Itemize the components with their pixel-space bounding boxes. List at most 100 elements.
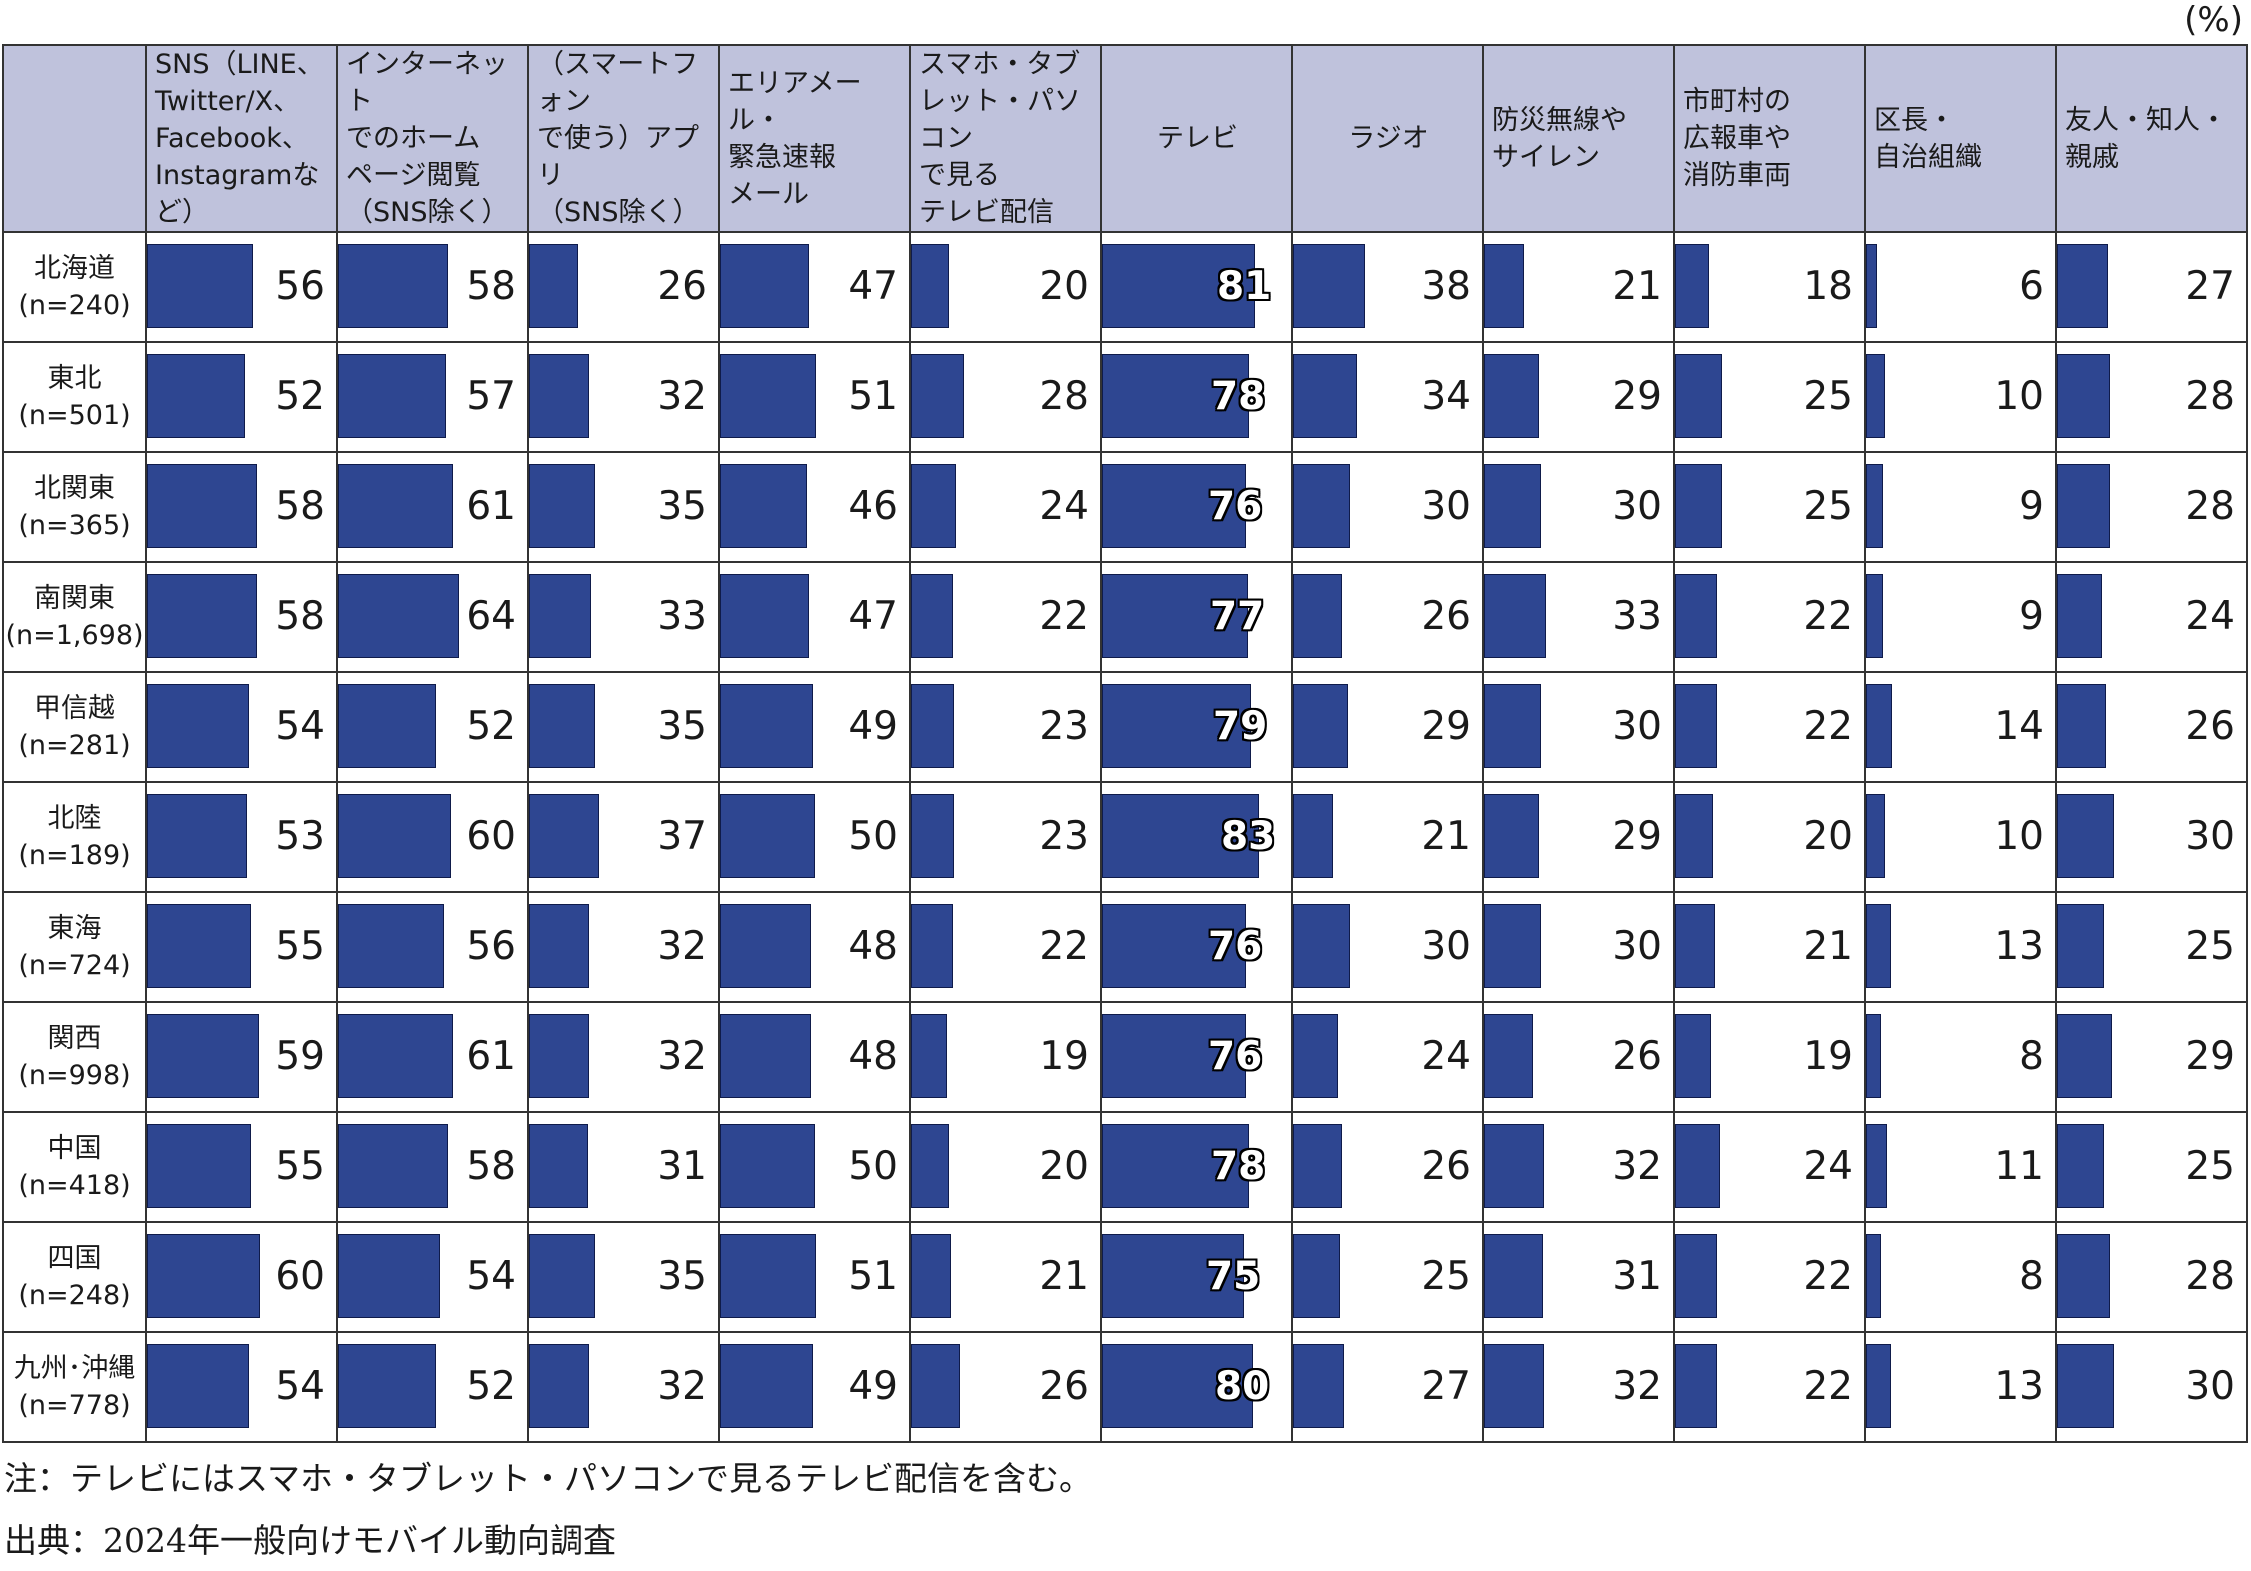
region-label: 甲信越 (n=281) [2,671,147,783]
value-label: 32 [1612,1364,1662,1409]
value-label: 58 [466,1144,516,1189]
value-cell: 48 [718,891,911,1003]
value-cell: 20 [1673,781,1866,893]
value-cell: 22 [1673,671,1866,783]
value-label: 27 [1421,1364,1471,1409]
value-label: 76 [1208,1034,1263,1079]
value-bar [1484,794,1539,878]
value-bar [147,1124,251,1208]
value-cell: 25 [1673,451,1866,563]
value-cell: 30 [1482,891,1675,1003]
value-cell: 22 [1673,1331,1866,1443]
value-label: 24 [1803,1144,1853,1189]
value-cell: 59 [145,1001,338,1113]
value-bar [529,1344,589,1428]
column-header-label: インターネット でのホーム ページ閲覧 （SNS除く） [346,49,509,228]
value-bar [529,464,595,548]
value-cell: 26 [1291,561,1484,673]
value-label: 77 [1210,594,1265,639]
value-label: 57 [466,374,516,419]
value-bar [1293,684,1348,768]
value-bar [911,244,949,328]
value-label: 26 [1421,594,1471,639]
value-bar [529,354,589,438]
value-cell: 28 [2055,451,2248,563]
corner-cell [2,44,147,233]
value-bar [2057,244,2108,328]
value-bar [529,684,595,768]
value-cell: 32 [527,1331,720,1443]
value-label: 48 [848,924,898,969]
value-cell: 52 [145,341,338,453]
value-cell: 19 [1673,1001,1866,1113]
value-bar [1102,464,1246,548]
value-bar [529,904,589,988]
value-bar [1102,354,1249,438]
value-bar [529,794,599,878]
value-bar [720,1344,813,1428]
value-bar [1484,1344,1544,1428]
value-cell: 29 [2055,1001,2248,1113]
value-cell: 61 [336,1001,529,1113]
value-cell: 50 [718,781,911,893]
value-label: 19 [1039,1034,1089,1079]
value-label: 25 [2185,1144,2235,1189]
value-bar [1675,574,1717,658]
table-row: 北海道 (n=240) 56 58 26 47 20 81 38 21 18 6 27 [2,231,2248,343]
value-cell: 80 [1100,1331,1293,1443]
value-bar [1866,1014,1881,1098]
value-label: 25 [1803,484,1853,529]
value-bar [1484,354,1539,438]
bar-table: SNS（LINE、 Twitter/X、 Facebook、 Instagram… [2,44,2248,1443]
value-label: 56 [275,264,325,309]
column-header-label: テレビ [1157,123,1238,154]
value-cell: 57 [336,341,529,453]
value-label: 58 [275,484,325,529]
value-cell: 51 [718,1221,911,1333]
value-bar [2057,574,2102,658]
value-bar [1102,794,1259,878]
value-label: 30 [1421,924,1471,969]
value-label: 50 [848,814,898,859]
value-cell: 8 [1864,1001,2057,1113]
value-cell: 60 [145,1221,338,1333]
region-label: 東海 (n=724) [2,891,147,1003]
value-label: 61 [466,484,516,529]
column-header-label: 市町村の 広報車や 消防車両 [1683,86,1791,191]
value-cell: 20 [909,1111,1102,1223]
table-row: 関西 (n=998) 59 61 32 48 19 76 24 26 19 8 29 [2,1001,2248,1113]
value-bar [1866,1344,1891,1428]
value-label: 22 [1039,594,1089,639]
value-bar [911,1344,960,1428]
value-cell: 30 [1291,891,1484,1003]
value-label: 31 [657,1144,707,1189]
value-cell: 21 [909,1221,1102,1333]
value-cell: 21 [1673,891,1866,1003]
value-bar [1675,244,1709,328]
column-header: テレビ [1100,44,1293,233]
column-header-label: スマホ・タブ レット・パソコン で見る テレビ配信 [919,49,1081,228]
value-label: 51 [848,1254,898,1299]
value-label: 20 [1039,264,1089,309]
value-cell: 25 [1291,1221,1484,1333]
value-bar [147,354,245,438]
value-cell: 23 [909,781,1102,893]
value-bar [338,1344,436,1428]
value-bar [1675,464,1722,548]
value-label: 50 [848,1144,898,1189]
value-cell: 34 [1291,341,1484,453]
value-label: 26 [1612,1034,1662,1079]
value-bar [1675,794,1713,878]
region-label: 東北 (n=501) [2,341,147,453]
value-label: 47 [848,264,898,309]
value-bar [1866,1234,1881,1318]
value-bar [1675,684,1717,768]
value-bar [338,794,451,878]
value-bar [338,1124,448,1208]
value-label: 9 [2019,594,2044,639]
value-cell: 51 [718,341,911,453]
value-label: 37 [657,814,707,859]
value-bar [1484,684,1541,768]
value-label: 22 [1803,594,1853,639]
value-label: 60 [466,814,516,859]
